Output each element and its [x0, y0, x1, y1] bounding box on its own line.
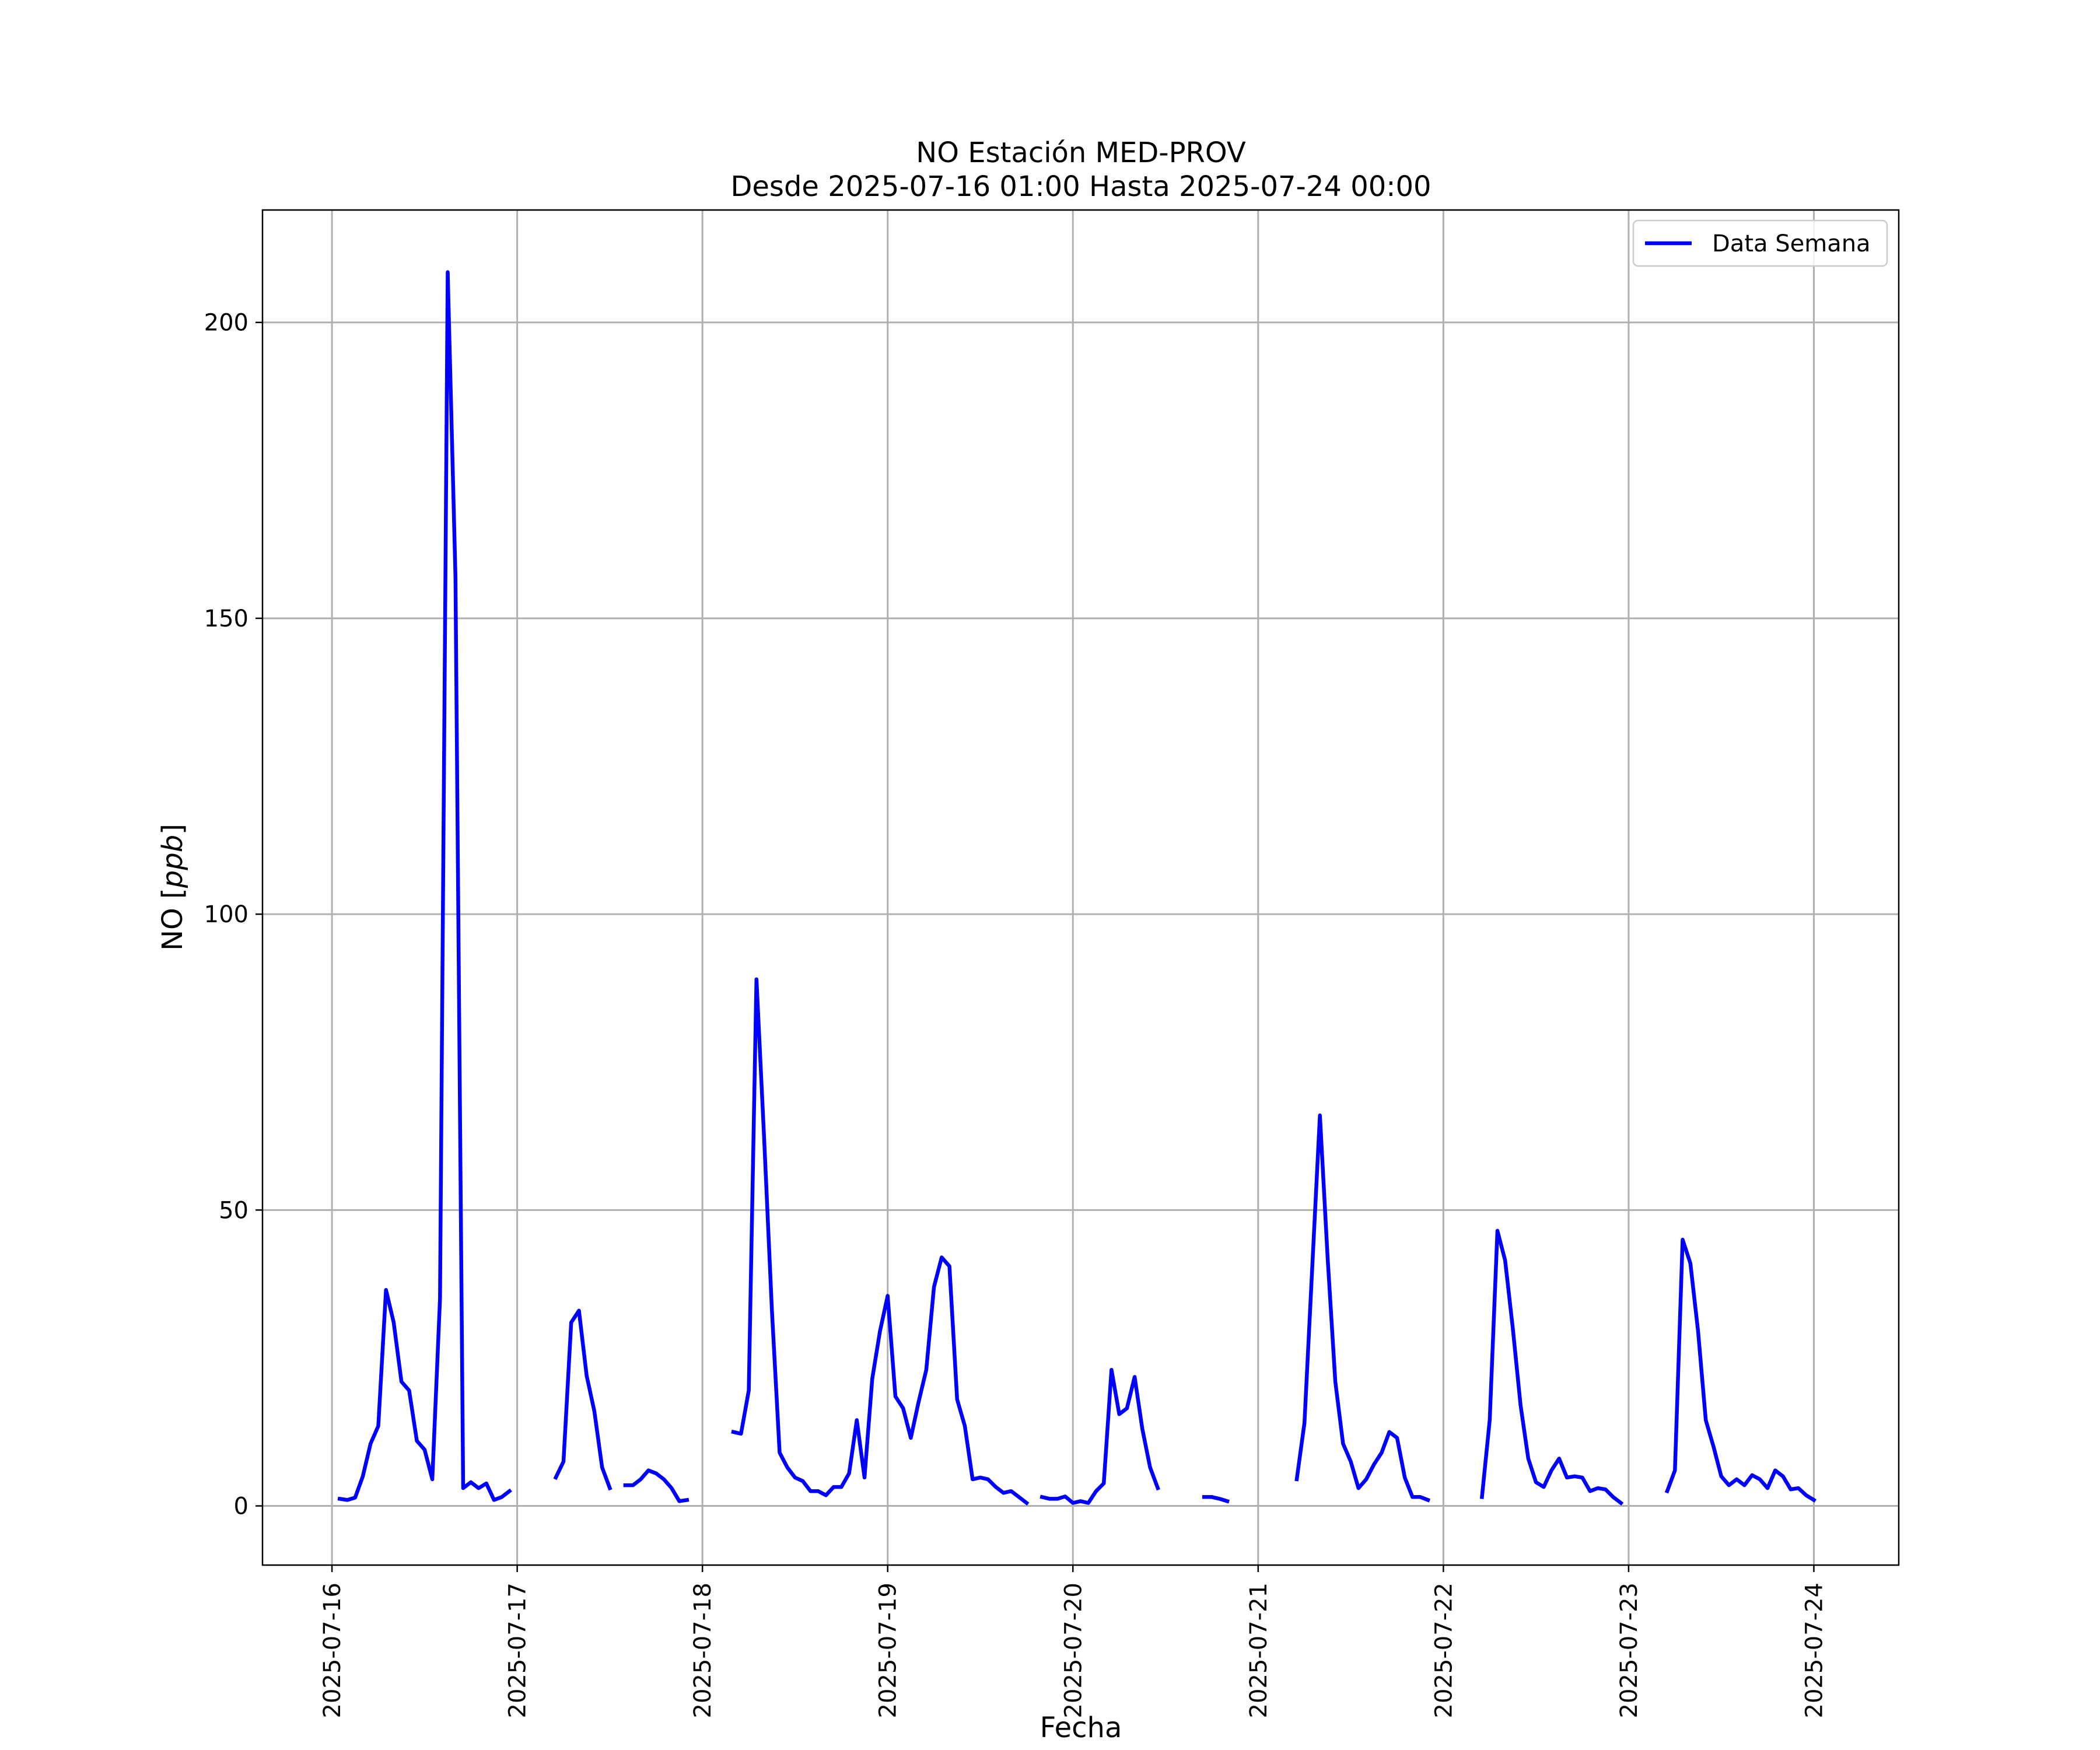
plot-frame [261, 209, 1900, 1566]
x-tick-label: 2025-07-24 [1801, 1583, 1828, 1718]
x-tick-label: 2025-07-18 [690, 1583, 716, 1718]
series-line-segment [1294, 1113, 1431, 1503]
x-tick-label: 2025-07-23 [1616, 1583, 1643, 1718]
x-tick-label: 2025-07-20 [1060, 1583, 1087, 1718]
chart-title: NO Estación MED-PROV [916, 136, 1246, 169]
legend: Data Semana [1632, 219, 1888, 267]
x-tick-label: 2025-07-21 [1245, 1583, 1272, 1718]
y-tick-label: 0 [234, 1493, 249, 1520]
chart-subtitle: Desde 2025-07-16 01:00 Hasta 2025-07-24 … [730, 170, 1431, 203]
y-axis-label: NO [ppb] [156, 824, 189, 951]
series-line-segment [1202, 1495, 1230, 1504]
legend-label: Data Semana [1712, 230, 1871, 257]
y-tick-label: 200 [204, 310, 249, 337]
series-line-segment [553, 1308, 612, 1491]
series-line-segment [337, 270, 512, 1502]
series-line-segment [1664, 1237, 1817, 1503]
x-axis-ticks: 2025-07-16 2025-07-17 2025-07-18 2025-07-19… [319, 1565, 1828, 1718]
y-axis-ticks: 0 50 100 150 200 [204, 310, 262, 1520]
x-tick-label: 2025-07-19 [875, 1583, 902, 1718]
series-line-segment [623, 1468, 690, 1503]
y-tick-label: 50 [219, 1197, 249, 1224]
x-tick-label: 2025-07-16 [319, 1583, 346, 1718]
legend-frame [1632, 219, 1888, 267]
series-lines [337, 270, 1817, 1506]
series-line-segment [1479, 1228, 1624, 1506]
y-tick-label: 100 [204, 901, 249, 928]
series-line-segment [731, 977, 1030, 1506]
x-tick-label: 2025-07-17 [505, 1583, 531, 1718]
y-tick-label: 150 [204, 606, 249, 632]
x-tick-label: 2025-07-22 [1430, 1583, 1457, 1718]
grid-lines [262, 210, 1899, 1565]
series-line-segment [1040, 1367, 1160, 1505]
x-axis-label: Fecha [1040, 1712, 1122, 1744]
